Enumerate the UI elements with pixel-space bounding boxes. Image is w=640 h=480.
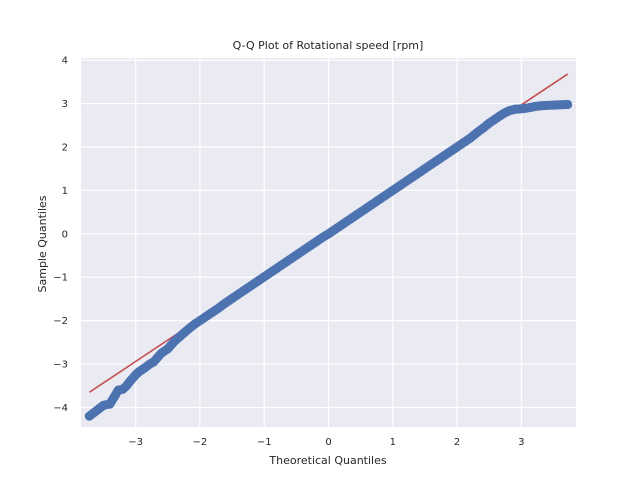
x-tick-label: −3 <box>128 437 143 448</box>
x-axis-label: Theoretical Quantiles <box>268 454 386 467</box>
data-point <box>563 99 573 110</box>
y-tick-label: 3 <box>62 99 68 110</box>
x-tick-label: −2 <box>193 437 208 448</box>
chart-title: Q-Q Plot of Rotational speed [rpm] <box>233 39 424 52</box>
y-tick-label: 4 <box>62 56 68 67</box>
y-tick-label: −1 <box>53 273 68 284</box>
y-tick-label: 2 <box>62 142 68 153</box>
x-tick-label: 2 <box>454 437 460 448</box>
x-tick-labels: −3 −2 −1 0 1 2 3 <box>128 437 524 448</box>
y-tick-label: −4 <box>53 403 68 414</box>
x-tick-label: −1 <box>257 437 272 448</box>
data-points <box>84 99 573 421</box>
y-tick-label: −3 <box>53 360 68 371</box>
y-tick-labels: −4 −3 −2 −1 0 1 2 3 4 <box>53 56 68 414</box>
x-tick-label: 3 <box>518 437 524 448</box>
y-axis-label: Sample Quantiles <box>36 195 49 292</box>
x-tick-label: 0 <box>325 437 331 448</box>
grid-lines <box>81 58 576 427</box>
x-tick-label: 1 <box>390 437 396 448</box>
y-tick-label: 0 <box>62 229 68 240</box>
y-tick-label: 1 <box>62 186 68 197</box>
y-tick-label: −2 <box>53 316 68 327</box>
